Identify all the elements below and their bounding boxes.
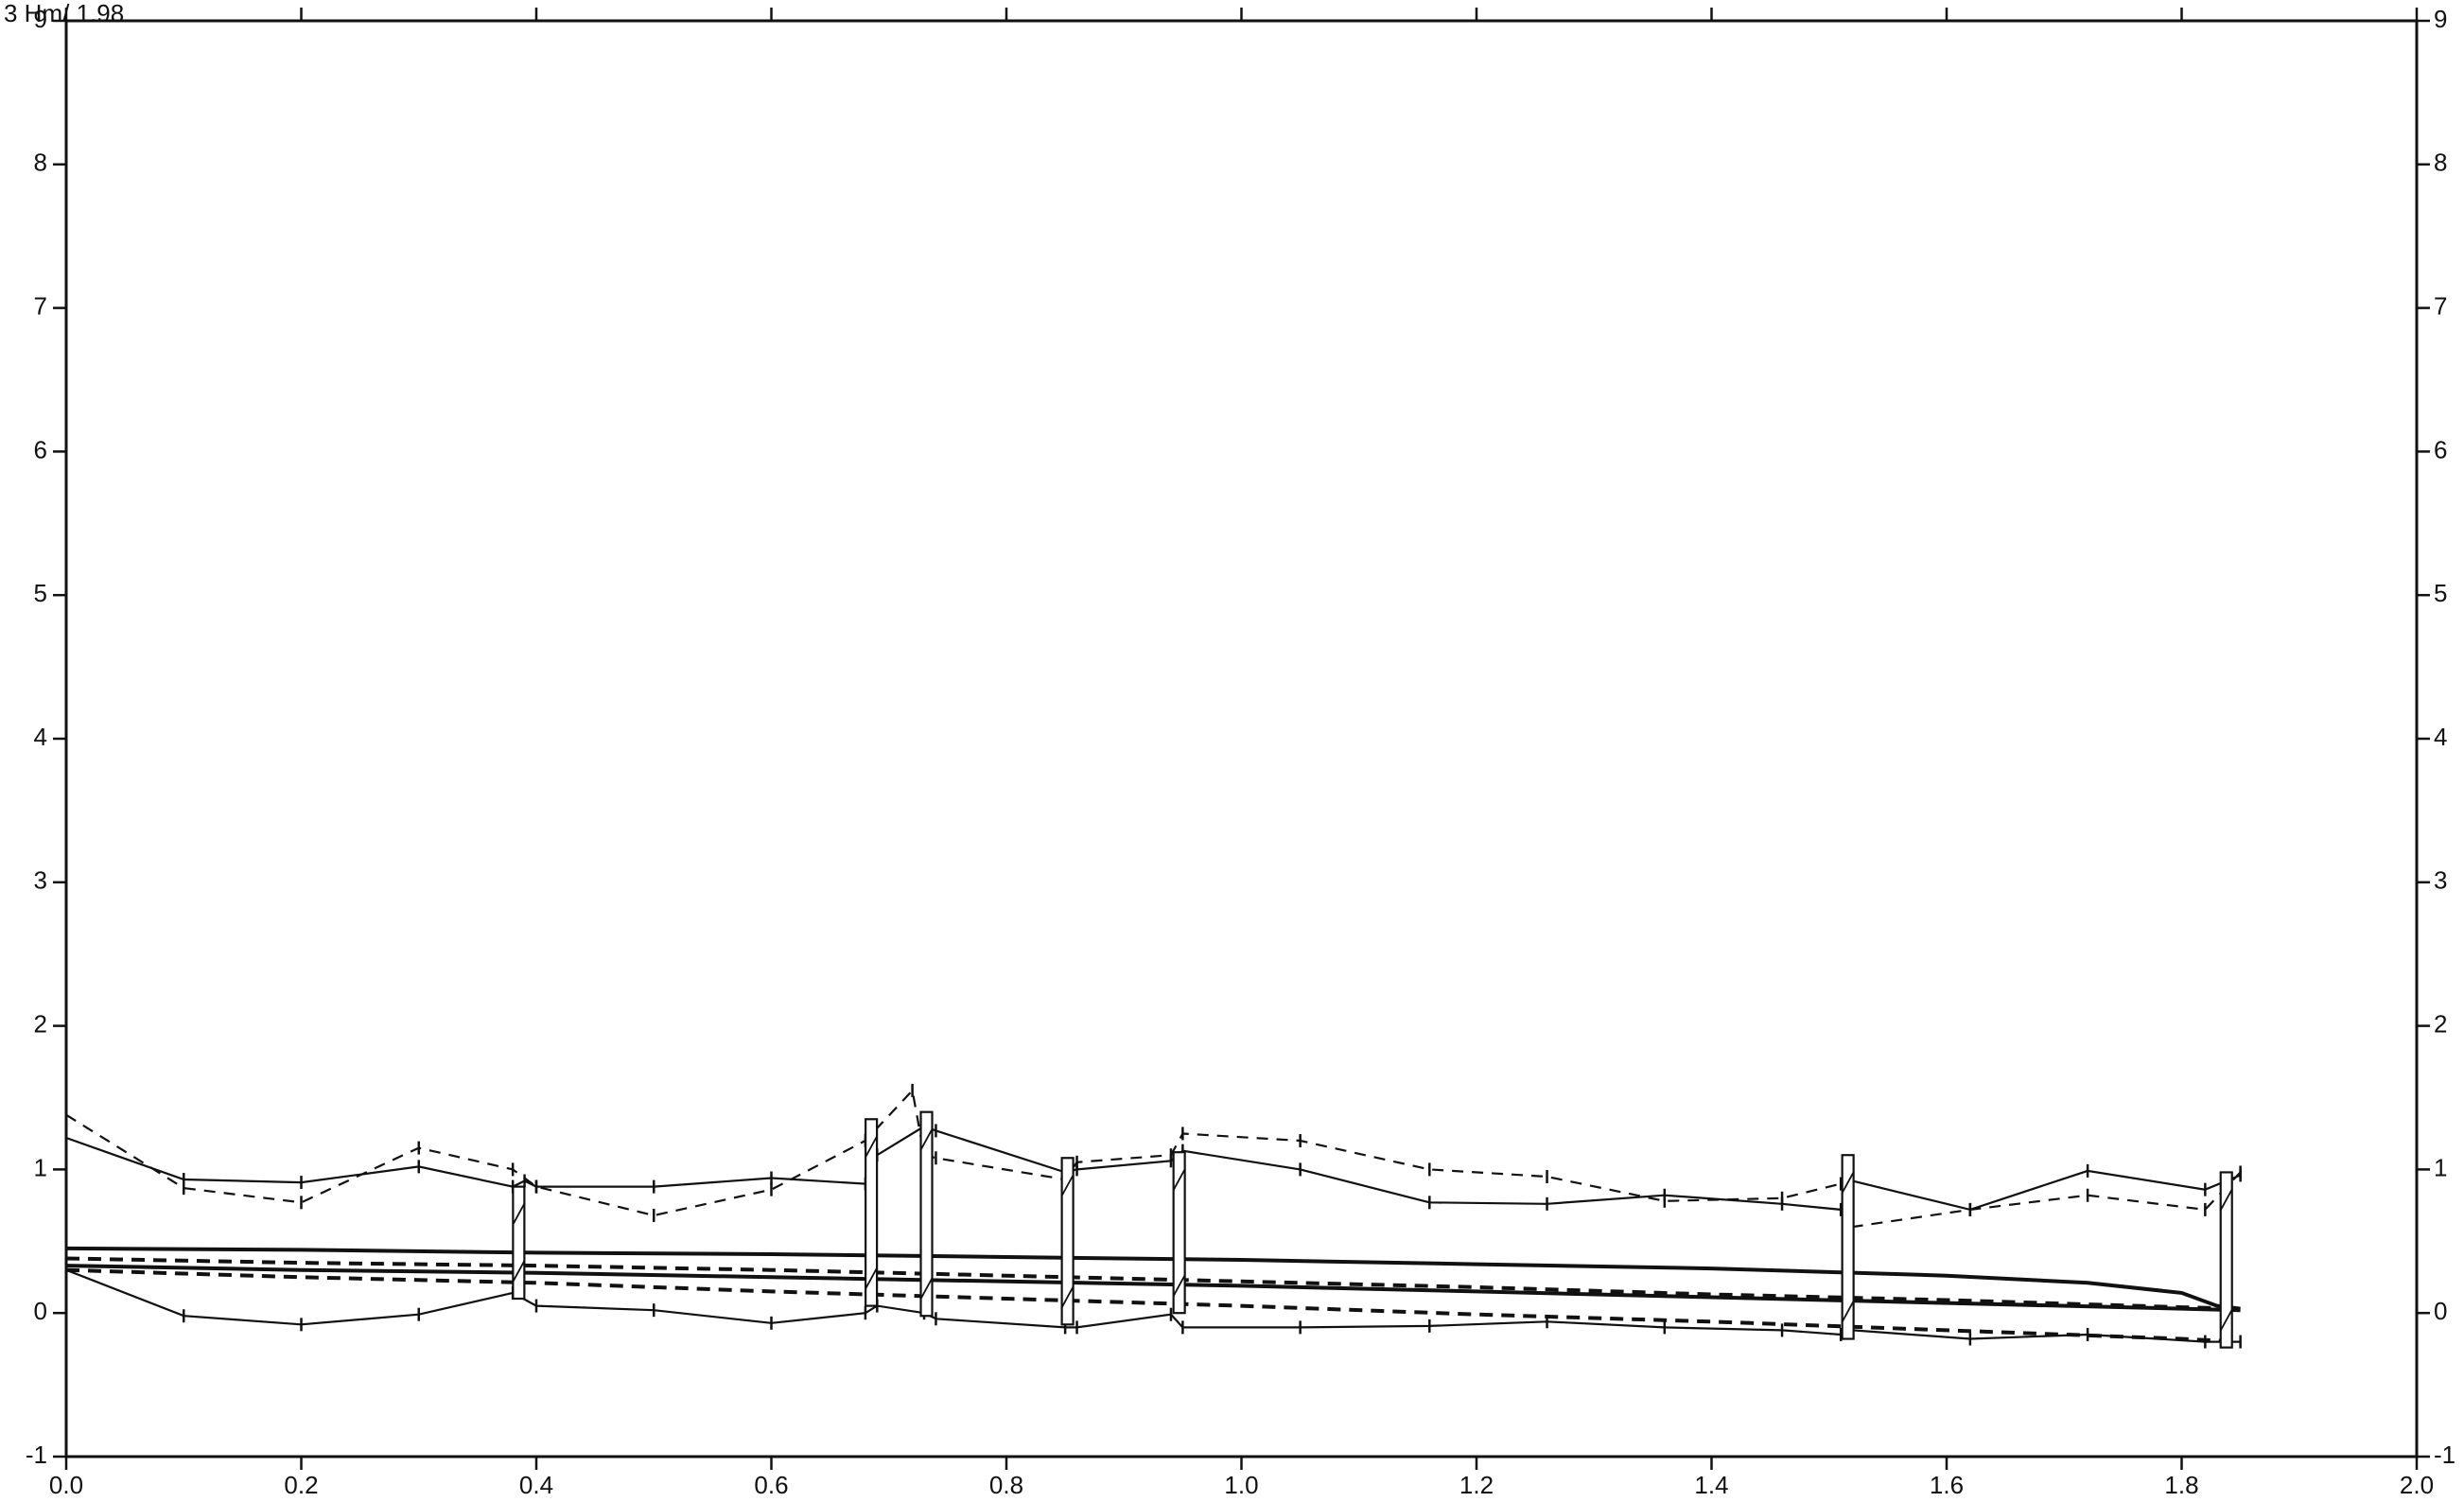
pier-hatch xyxy=(1060,1174,1075,1196)
y-tick-label: 6 xyxy=(34,435,47,463)
pier-hatch xyxy=(1841,1171,1855,1194)
x-tick-label: 1.0 xyxy=(1224,1471,1258,1499)
y-axis-left: -1 0 1 2 3 4 5 6 7 8 9 xyxy=(26,5,66,1469)
x-tick-label: 0.2 xyxy=(284,1471,318,1499)
y-tick-label-right: 1 xyxy=(2434,1153,2447,1181)
corner-label: 3 Hm/ 1.98 xyxy=(4,0,124,27)
series-line-6 xyxy=(65,1264,2241,1313)
pier xyxy=(919,1110,934,1318)
pier-hatch xyxy=(919,1128,934,1151)
y-tick-label-right: 3 xyxy=(2434,866,2447,895)
x-tick-label: 1.6 xyxy=(1930,1471,1964,1499)
y-tick-label-right: 8 xyxy=(2434,148,2447,177)
pier-hatch xyxy=(1841,1301,1855,1322)
x-tick-label: 0.8 xyxy=(989,1471,1023,1499)
y-tick-label: 3 xyxy=(34,866,47,895)
pier xyxy=(2219,1171,2233,1349)
y-tick-label: -1 xyxy=(26,1441,47,1469)
pier-hatch xyxy=(512,1203,526,1226)
x-tick-label: 1.4 xyxy=(1694,1471,1728,1499)
series-line-5 xyxy=(65,1256,2241,1311)
y-tick-label-right: 7 xyxy=(2434,291,2447,320)
x-tick-label: 1.8 xyxy=(2164,1471,2198,1499)
y-tick-label-right: 9 xyxy=(2434,5,2447,33)
y-tick-label: 7 xyxy=(34,291,47,320)
y-tick-label: 8 xyxy=(34,148,47,177)
pier xyxy=(865,1118,879,1307)
pier xyxy=(1841,1154,1855,1340)
y-tick-label: 4 xyxy=(34,723,47,751)
series-line-2 xyxy=(65,1088,2242,1229)
y-tick-label-right: 4 xyxy=(2434,723,2447,751)
y-tick-label: 9 xyxy=(34,5,47,33)
x-tick-label: 1.2 xyxy=(1459,1471,1494,1499)
x-tick-label: 0.4 xyxy=(519,1471,553,1499)
pier-hatch xyxy=(1172,1274,1186,1297)
series-line-4 xyxy=(65,1246,2241,1311)
series-line-7 xyxy=(65,1267,2241,1344)
series-line-3 xyxy=(65,1268,2241,1343)
pier-hatch xyxy=(2219,1309,2233,1332)
x-axis: 0.0 0.2 0.4 0.6 0.8 1.0 1.2 1.4 1.6 1.8 2.0 xyxy=(49,8,2434,1499)
pier-hatch xyxy=(865,1267,878,1290)
pier xyxy=(1060,1157,1075,1326)
plot-frame xyxy=(64,19,2419,1458)
series-layer xyxy=(64,1083,2242,1349)
pier-hatch xyxy=(512,1260,526,1283)
pier xyxy=(1172,1151,1186,1315)
pier-layer xyxy=(512,1110,2233,1349)
series-line-1 xyxy=(65,1125,2242,1212)
x-tick-label: 2.0 xyxy=(2400,1471,2434,1499)
y-tick-label-right: 6 xyxy=(2434,435,2447,463)
y-tick-label-right: 0 xyxy=(2434,1297,2447,1325)
y-axis-right: -1 0 1 2 3 4 5 6 7 8 9 xyxy=(2417,5,2455,1469)
pier-hatch xyxy=(919,1277,934,1300)
pier-hatch xyxy=(2219,1189,2233,1211)
y-tick-label-right: 5 xyxy=(2434,579,2447,607)
x-tick-label: 0.0 xyxy=(49,1471,83,1499)
y-tick-label-right: 2 xyxy=(2434,1009,2447,1038)
x-tick-label: 0.6 xyxy=(754,1471,788,1499)
y-tick-label: 2 xyxy=(34,1009,47,1038)
pier-hatch xyxy=(1060,1285,1075,1308)
y-tick-label-right: -1 xyxy=(2434,1441,2455,1469)
y-tick-label: 1 xyxy=(34,1153,47,1181)
pier-hatch xyxy=(865,1135,878,1158)
y-tick-label: 0 xyxy=(34,1297,47,1325)
pier-hatch xyxy=(1172,1168,1186,1191)
pier xyxy=(512,1185,526,1301)
y-tick-label: 5 xyxy=(34,579,47,607)
